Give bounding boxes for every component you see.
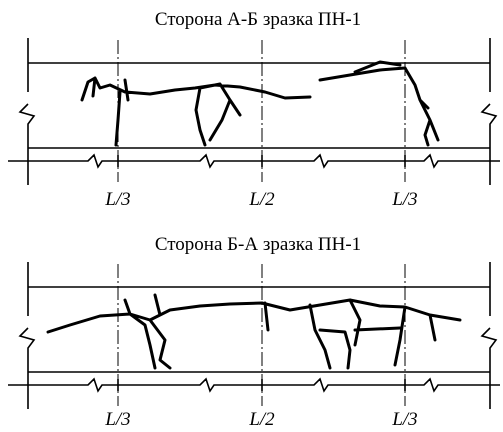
panel-1: Сторона А-Б зразка ПН-1 L/3 L/2 L/3 [7,9,501,210]
axis-label: L/3 [391,409,417,430]
panel-title: Сторона А-Б зразка ПН-1 [155,9,361,30]
axis-label: L/2 [248,189,275,210]
cracks [46,293,462,370]
beam [7,261,501,410]
panel-title: Сторона Б-А зразка ПН-1 [155,234,361,255]
axis-label: L/3 [391,189,417,210]
axis-label: L/3 [104,189,130,210]
panel-2: Сторона Б-А зразка ПН-1 L/3 L/2 L/3 [7,234,501,430]
cracks [80,60,440,147]
axis-label: L/2 [248,409,275,430]
axis-label: L/3 [104,409,130,430]
